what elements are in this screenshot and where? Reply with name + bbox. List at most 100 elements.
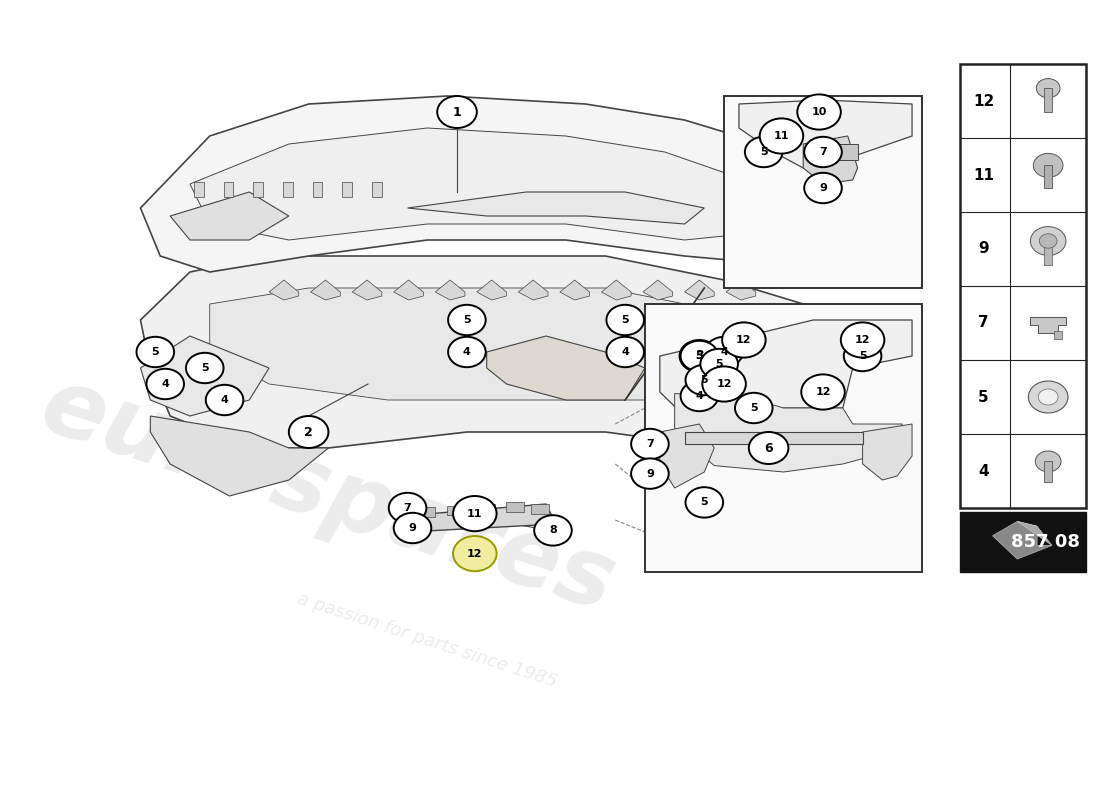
Polygon shape [684,432,862,444]
Polygon shape [310,280,340,300]
Text: 5: 5 [152,347,160,357]
Circle shape [705,337,742,367]
Text: 12: 12 [468,549,483,558]
Circle shape [394,513,431,543]
Circle shape [1040,234,1057,248]
Text: 12: 12 [716,379,732,389]
Text: 8: 8 [549,526,557,535]
Polygon shape [602,280,631,300]
Polygon shape [724,160,843,256]
Circle shape [388,493,427,523]
Text: 4: 4 [463,347,471,357]
Text: 4: 4 [695,391,703,401]
Circle shape [1033,154,1063,178]
Circle shape [701,349,738,379]
Circle shape [804,137,842,167]
Bar [342,182,352,197]
Circle shape [798,94,840,130]
Text: 4: 4 [221,395,229,405]
Bar [959,512,1086,572]
Polygon shape [726,280,756,300]
Circle shape [606,305,643,335]
Text: 11: 11 [468,509,483,518]
Text: eurospares: eurospares [30,360,627,632]
Polygon shape [1031,317,1066,333]
Circle shape [776,202,791,214]
Circle shape [681,341,718,371]
Circle shape [760,118,803,154]
Polygon shape [403,504,556,532]
Circle shape [722,322,766,358]
Bar [1044,166,1052,188]
Text: 5: 5 [701,498,708,507]
Text: 4: 4 [720,347,728,357]
Bar [417,507,436,517]
Circle shape [735,393,772,423]
Text: 4: 4 [978,463,989,478]
Text: 5: 5 [859,351,867,361]
Bar [1054,331,1062,339]
Polygon shape [270,280,299,300]
Polygon shape [141,96,843,272]
Circle shape [453,496,496,531]
Polygon shape [1018,522,1052,546]
Circle shape [453,536,496,571]
Text: 5: 5 [695,351,703,361]
Text: 3: 3 [695,350,704,362]
Polygon shape [644,280,673,300]
Bar [194,182,204,197]
Polygon shape [992,522,1052,559]
Polygon shape [684,280,714,300]
Circle shape [206,385,243,415]
Text: 7: 7 [820,147,827,157]
Circle shape [1028,381,1068,413]
Bar [283,182,293,197]
Bar [476,504,495,514]
Polygon shape [476,280,506,300]
Polygon shape [141,336,270,416]
Text: 9: 9 [820,183,827,193]
Bar [1044,462,1052,482]
Polygon shape [518,280,548,300]
Polygon shape [660,424,714,488]
Polygon shape [394,280,424,300]
Circle shape [1036,78,1060,98]
Text: 12: 12 [974,94,994,109]
Circle shape [535,515,572,546]
Circle shape [745,137,782,167]
Text: 12: 12 [855,335,870,345]
Text: 4: 4 [621,347,629,357]
Text: 7: 7 [646,439,653,449]
Circle shape [840,322,884,358]
Text: 12: 12 [736,335,751,345]
Text: 4: 4 [162,379,169,389]
Bar [506,502,525,512]
Text: 5: 5 [621,315,629,325]
Polygon shape [151,416,329,496]
Polygon shape [436,280,465,300]
Circle shape [606,337,643,367]
Text: 5: 5 [701,375,708,385]
Polygon shape [739,100,912,168]
Polygon shape [862,424,912,480]
Circle shape [702,366,746,402]
Text: 7: 7 [404,503,411,513]
Text: 12: 12 [815,387,830,397]
Circle shape [1038,389,1058,405]
Text: 9: 9 [978,242,989,257]
Circle shape [136,337,174,367]
Circle shape [685,487,723,518]
Bar [312,182,322,197]
Circle shape [448,337,486,367]
Circle shape [804,173,842,203]
Bar [1044,88,1052,112]
Polygon shape [170,192,289,240]
Text: 10: 10 [812,107,827,117]
Polygon shape [803,136,858,184]
Circle shape [681,381,718,411]
Bar [253,182,263,197]
Polygon shape [141,256,862,448]
Text: 9: 9 [646,469,653,478]
Bar [447,506,465,515]
Polygon shape [352,280,382,300]
